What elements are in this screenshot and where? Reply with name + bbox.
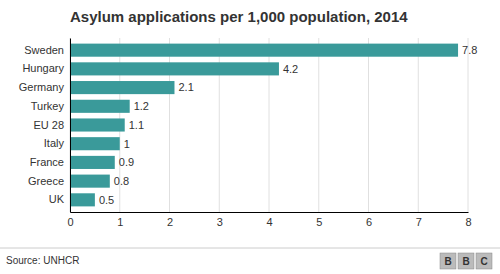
x-tick: 8 — [465, 212, 471, 228]
source: Source: UNHCR — [6, 255, 79, 266]
y-tick: Italy — [44, 137, 70, 149]
bar — [70, 137, 120, 150]
x-axis-line — [71, 212, 469, 213]
grid-line — [70, 38, 71, 212]
logo-box — [476, 253, 492, 269]
bar — [70, 62, 279, 75]
bar — [70, 100, 130, 113]
x-tick-label: 4 — [266, 216, 272, 228]
data-label: 7.8 — [462, 44, 477, 56]
chart: Asylum applications per 1,000 population… — [0, 0, 500, 274]
y-tick: EU 28 — [33, 119, 70, 131]
grid-line — [368, 38, 369, 212]
x-axis: 0 1 2 3 4 5 6 7 8 — [67, 212, 471, 228]
y-tick-label: EU 28 — [33, 119, 64, 131]
logo-box — [440, 253, 456, 269]
x-tick: 0 — [67, 212, 73, 228]
grid-line — [318, 38, 319, 212]
bar — [70, 156, 115, 169]
y-tick-label: Italy — [44, 137, 65, 149]
x-tick-label: 1 — [117, 216, 123, 228]
data-label: 1 — [124, 138, 130, 150]
grid-line — [468, 38, 469, 212]
logo: BBC — [440, 253, 492, 269]
x-tick-label: 5 — [316, 216, 322, 228]
y-axis-line — [70, 39, 71, 213]
data-label: 0.8 — [114, 175, 129, 187]
bar — [70, 118, 125, 131]
x-tick-label: 7 — [416, 216, 422, 228]
separator — [0, 248, 500, 249]
y-tick: Greece — [28, 175, 70, 187]
y-tick-label: Sweden — [24, 44, 64, 56]
x-tick-label: 6 — [366, 216, 372, 228]
y-tick-label: Greece — [28, 175, 64, 187]
x-tick-label: 0 — [67, 216, 73, 228]
y-tick: Germany — [19, 81, 70, 93]
bar — [70, 193, 95, 206]
data-label: 0.5 — [99, 194, 114, 206]
data-label: 0.9 — [119, 156, 134, 168]
data-label: 1.1 — [129, 119, 144, 131]
data-labels: 7.8 4.2 2.1 1.2 1.1 1 0.9 0.80.5 — [99, 44, 477, 206]
logo-text: BBC — [444, 256, 487, 267]
y-tick-label: Germany — [19, 81, 65, 93]
bars — [70, 44, 458, 207]
data-label: 2.1 — [178, 81, 193, 93]
bar — [70, 175, 110, 188]
y-tick: France — [30, 156, 70, 168]
title: Asylum applications per 1,000 population… — [70, 8, 408, 25]
x-tick: 7 — [416, 212, 422, 228]
bar — [70, 81, 174, 94]
x-tick-label: 8 — [465, 216, 471, 228]
x-tick: 3 — [217, 212, 223, 228]
grid-line — [418, 38, 419, 212]
x-tick-label: 2 — [167, 216, 173, 228]
y-tick-label: Hungary — [22, 62, 64, 74]
y-tick-label: France — [30, 156, 64, 168]
y-tick: Sweden — [24, 44, 70, 56]
y-axis: Sweden Hungary Germany Turkey EU 28 Italy Fran… — [19, 39, 71, 213]
data-label: 4.2 — [283, 63, 298, 75]
x-tick: 6 — [366, 212, 372, 228]
y-tick-label: Turkey — [31, 100, 65, 112]
y-tick: Turkey — [31, 100, 70, 112]
x-tick: 4 — [266, 212, 272, 228]
x-tick: 1 — [117, 212, 123, 228]
data-label: 1.2 — [134, 100, 149, 112]
bar — [70, 44, 458, 57]
y-tick: Hungary — [22, 62, 70, 74]
y-tick: UK — [49, 193, 70, 205]
x-tick: 2 — [167, 212, 173, 228]
x-tick: 5 — [316, 212, 322, 228]
grid — [70, 38, 468, 212]
y-tick-label: UK — [49, 193, 65, 205]
plot: 7.8 4.2 2.1 1.2 1.1 1 0.9 0.80.5 0 1 2 3 4 5 6 7 8 Sweden… — [19, 38, 478, 228]
x-tick-label: 3 — [217, 216, 223, 228]
logo-box — [458, 253, 474, 269]
